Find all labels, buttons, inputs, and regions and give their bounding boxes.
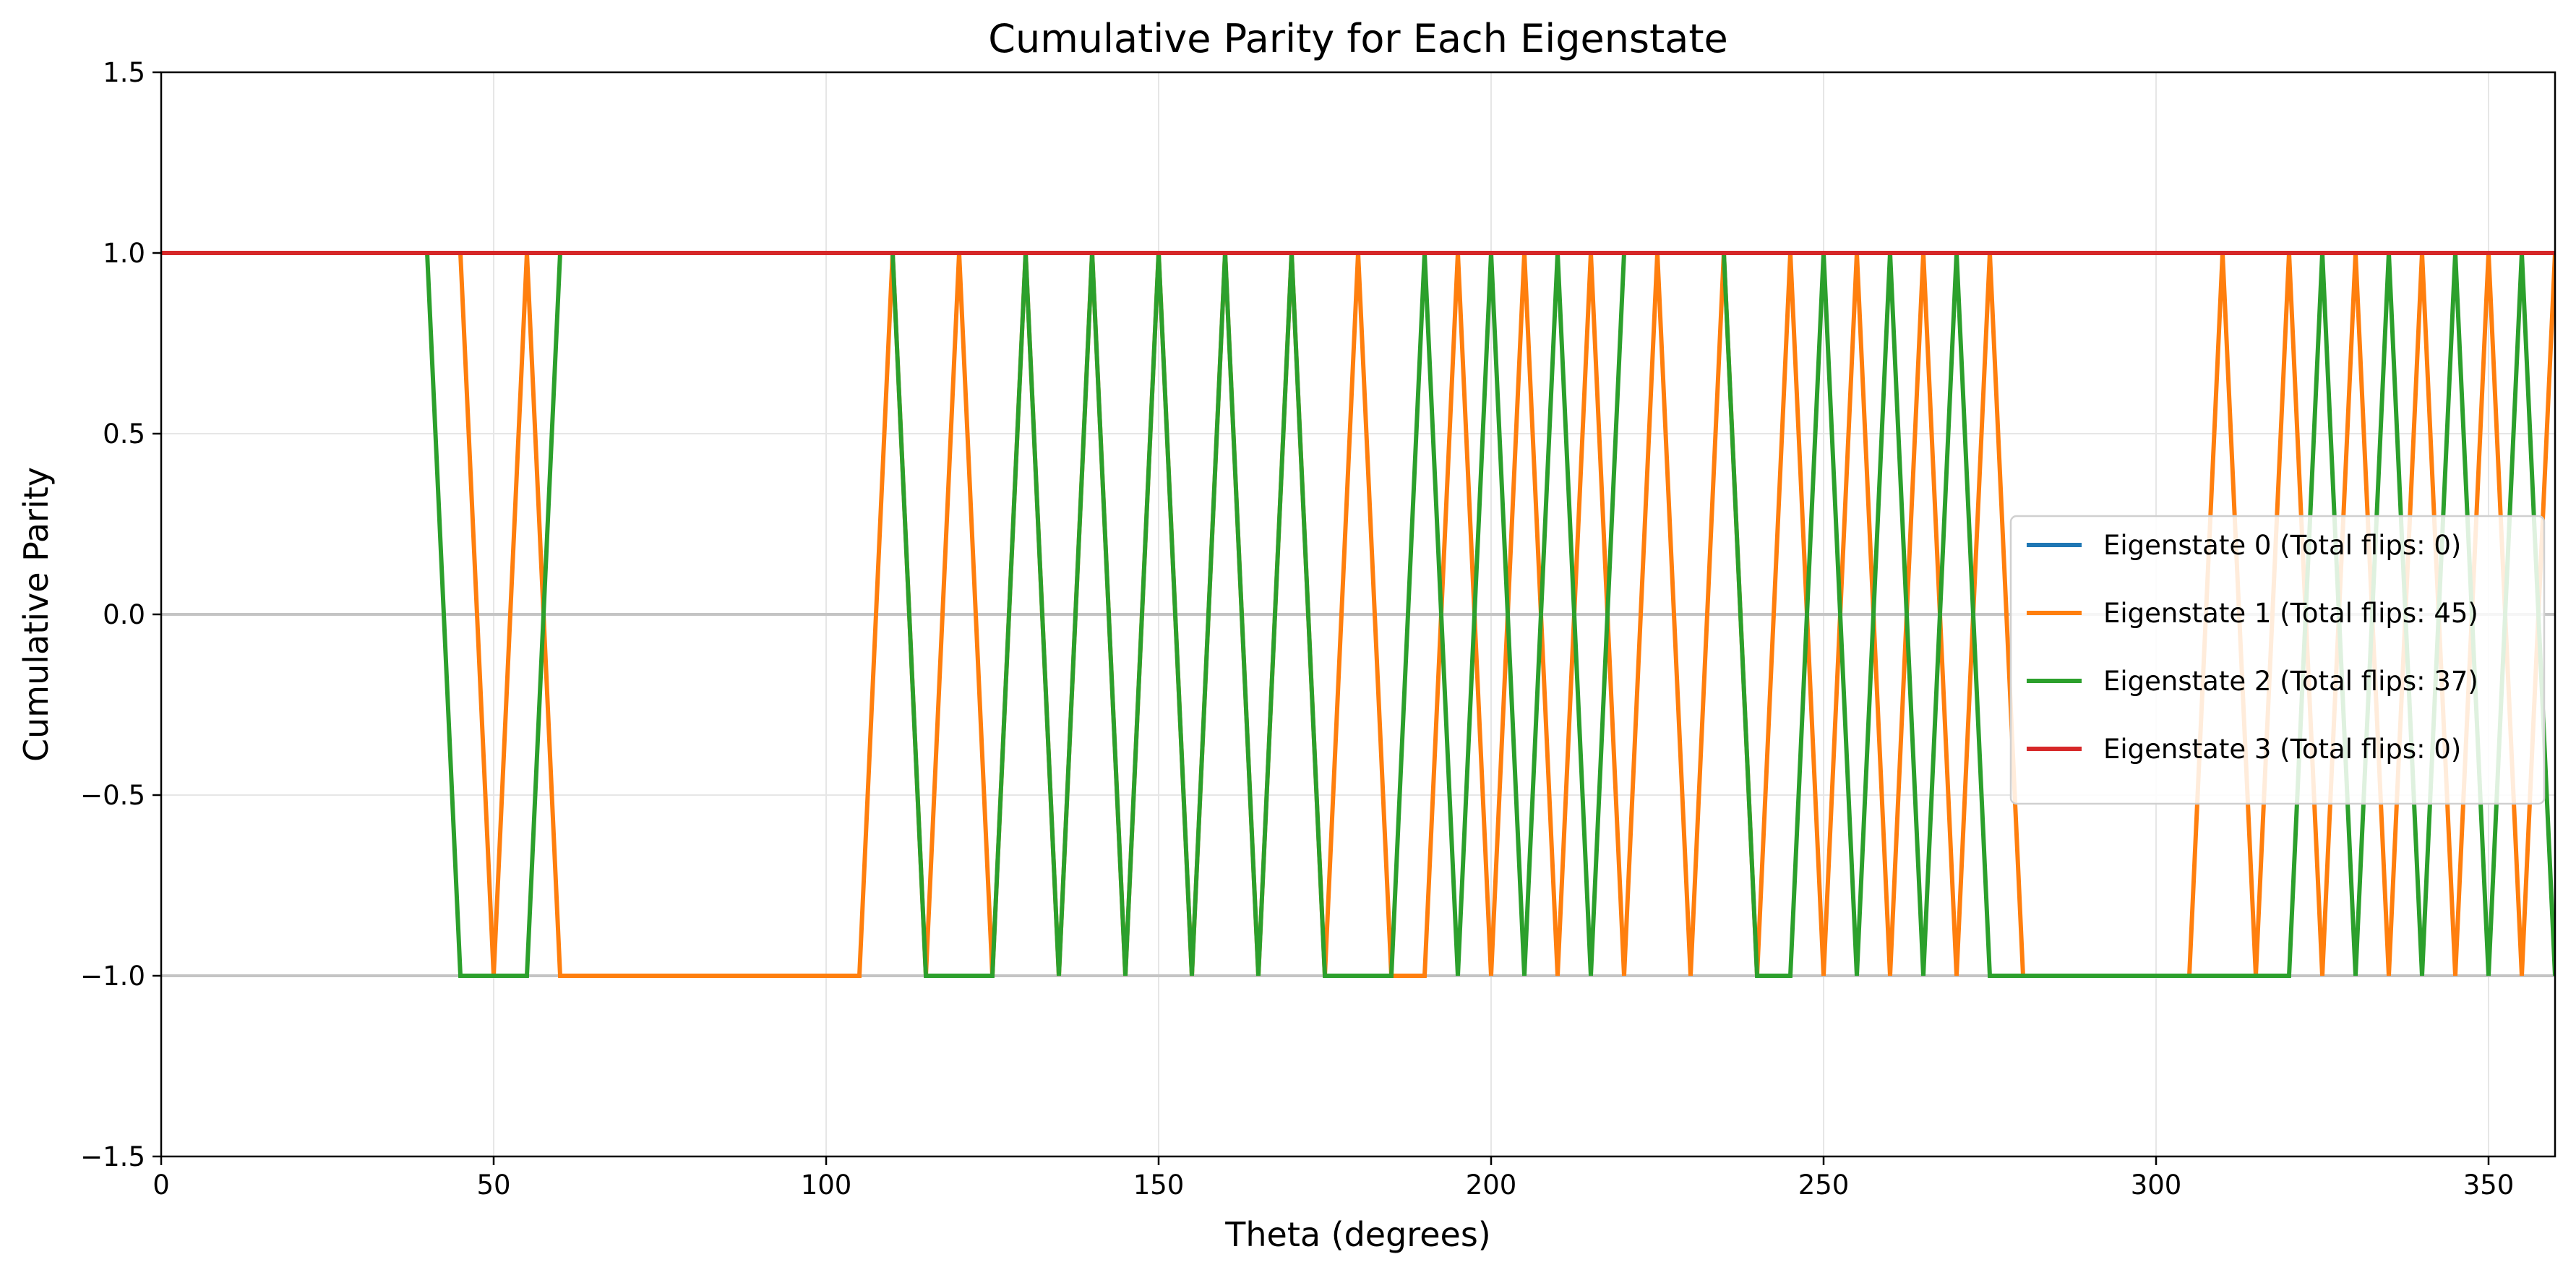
x-tick-label-3: 150 (1133, 1169, 1185, 1201)
x-tick-label-6: 300 (2131, 1169, 2182, 1201)
y-tick-label-1: 1.0 (103, 238, 145, 269)
y-tick-label-4: −0.5 (80, 780, 145, 811)
x-tick-label-7: 350 (2463, 1169, 2515, 1201)
y-tick-label-2: 0.5 (103, 418, 145, 450)
y-tick-label-6: −1.5 (80, 1141, 145, 1172)
x-tick-label-2: 100 (801, 1169, 852, 1201)
x-axis-ticks: 0 50 100 150 200 250 300 350 (153, 1156, 2514, 1201)
y-axis-ticks: 1.5 1.0 0.5 0.0 −0.5 −1.0 −1.5 (80, 57, 161, 1172)
legend: Eigenstate 0 (Total flips: 0) Eigenstate … (2009, 515, 2546, 805)
legend-label-eigenstate-1: Eigenstate 1 (Total flips: 45) (2103, 598, 2478, 629)
legend-label-eigenstate-2: Eigenstate 2 (Total flips: 37) (2103, 666, 2478, 697)
x-tick-label-4: 200 (1466, 1169, 1517, 1201)
y-axis-label: Cumulative Parity (17, 467, 56, 762)
legend-label-eigenstate-0: Eigenstate 0 (Total flips: 0) (2103, 530, 2461, 561)
x-axis-label: Theta (degrees) (1224, 1215, 1490, 1254)
y-tick-label-3: 0.0 (103, 599, 145, 630)
x-tick-label-1: 50 (476, 1169, 510, 1201)
x-tick-label-5: 250 (1798, 1169, 1850, 1201)
legend-label-eigenstate-3: Eigenstate 3 (Total flips: 0) (2103, 734, 2461, 765)
y-tick-label-5: −1.0 (80, 961, 145, 992)
x-tick-label-0: 0 (153, 1169, 170, 1201)
series-lines (161, 251, 2555, 978)
legend-box (2009, 515, 2546, 805)
y-tick-label-0: 1.5 (103, 57, 145, 88)
chart-title: Cumulative Parity for Each Eigenstate (988, 16, 1727, 61)
